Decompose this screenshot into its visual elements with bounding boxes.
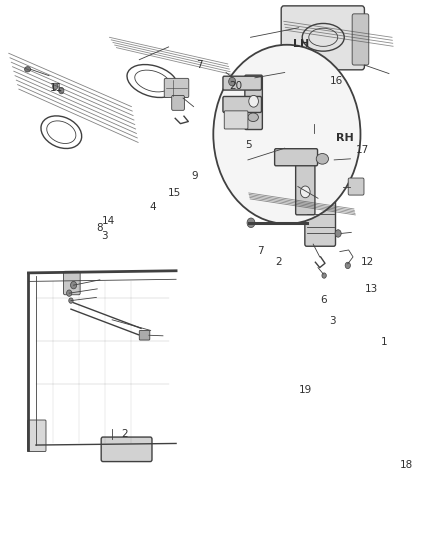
FancyBboxPatch shape [223, 76, 261, 90]
Text: 13: 13 [365, 284, 378, 294]
FancyBboxPatch shape [101, 437, 152, 462]
Text: 7: 7 [257, 246, 264, 255]
FancyBboxPatch shape [164, 78, 189, 98]
FancyBboxPatch shape [245, 75, 262, 130]
Ellipse shape [316, 154, 328, 164]
Circle shape [300, 186, 310, 198]
Text: 20: 20 [229, 82, 242, 91]
Circle shape [53, 83, 58, 90]
Text: 19: 19 [299, 385, 312, 395]
Text: LH: LH [293, 39, 310, 49]
Text: 15: 15 [168, 188, 181, 198]
FancyBboxPatch shape [28, 420, 46, 451]
FancyBboxPatch shape [275, 149, 318, 166]
Text: 16: 16 [330, 76, 343, 86]
FancyBboxPatch shape [64, 271, 80, 295]
Text: 7: 7 [196, 60, 203, 70]
Circle shape [247, 218, 255, 228]
Text: 3: 3 [101, 231, 108, 240]
Text: 3: 3 [328, 316, 336, 326]
FancyBboxPatch shape [305, 195, 336, 246]
FancyBboxPatch shape [352, 14, 369, 65]
Ellipse shape [248, 113, 258, 122]
FancyBboxPatch shape [348, 178, 364, 195]
Text: 6: 6 [320, 295, 327, 304]
Text: 4: 4 [149, 202, 156, 212]
FancyBboxPatch shape [296, 154, 315, 215]
Text: RH: RH [336, 133, 354, 142]
Ellipse shape [25, 67, 31, 72]
FancyBboxPatch shape [223, 96, 261, 112]
Circle shape [213, 45, 360, 224]
Circle shape [71, 281, 77, 289]
Text: 12: 12 [361, 257, 374, 267]
Circle shape [69, 298, 73, 303]
Circle shape [335, 230, 341, 237]
Text: 11: 11 [49, 83, 63, 93]
FancyBboxPatch shape [172, 95, 184, 110]
FancyBboxPatch shape [139, 330, 150, 340]
Text: 8: 8 [96, 223, 103, 233]
Text: 5: 5 [245, 140, 252, 150]
Text: 2: 2 [121, 430, 128, 439]
Ellipse shape [308, 133, 321, 144]
Circle shape [249, 95, 258, 107]
Text: 17: 17 [356, 146, 369, 155]
Circle shape [345, 262, 350, 269]
Text: 9: 9 [191, 171, 198, 181]
Text: 18: 18 [400, 460, 413, 470]
FancyBboxPatch shape [224, 111, 248, 129]
Circle shape [322, 273, 326, 278]
Circle shape [229, 77, 236, 86]
Text: 1: 1 [381, 337, 388, 347]
FancyBboxPatch shape [281, 6, 364, 70]
Text: 2: 2 [275, 257, 282, 267]
Text: 14: 14 [102, 216, 115, 226]
Circle shape [67, 290, 72, 296]
Circle shape [59, 87, 64, 94]
